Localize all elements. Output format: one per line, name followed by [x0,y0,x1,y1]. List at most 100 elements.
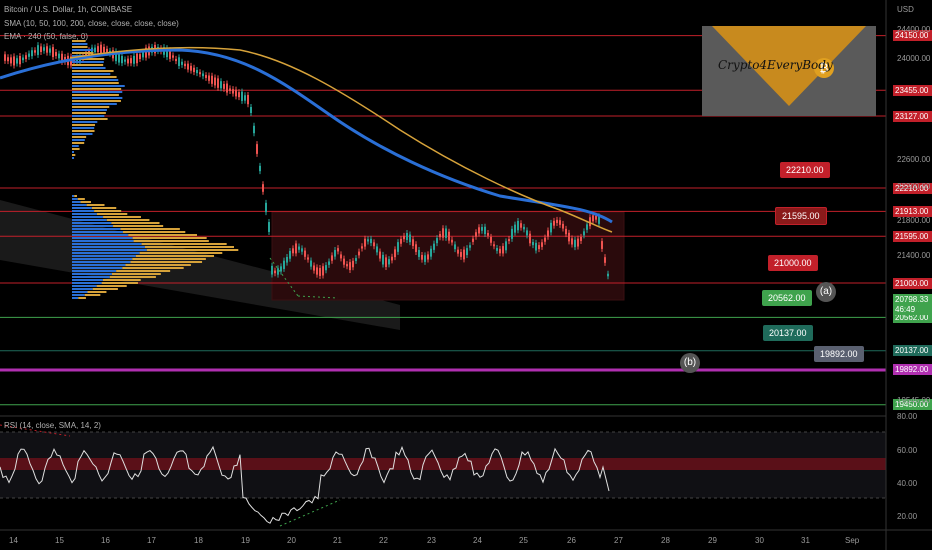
price-callout[interactable]: 22210.00 [780,162,830,178]
volume-profile-bar [72,207,92,209]
volume-profile-bar [103,216,141,218]
volume-profile-bar [72,49,94,51]
volume-profile-bar [72,133,93,135]
volume-profile-bar [72,67,106,69]
divergence-line-rsi [279,499,341,527]
volume-profile-bar [80,201,92,203]
volume-profile-bar [72,100,121,102]
axis-tick: 22200.00 [897,182,931,191]
volume-profile-bar [72,130,95,132]
level-price-label: 21000.00 [893,277,932,289]
volume-profile-bar [94,210,122,212]
time-axis-label: 24 [473,536,482,545]
level-price-label: 20137.00 [893,345,932,357]
volume-profile-bar [116,270,171,272]
price-callout[interactable]: 20137.00 [763,325,813,341]
level-price-label: 19450.00 [893,399,932,411]
volume-profile-bar [130,261,203,263]
time-axis-label: 20 [287,536,296,545]
volume-profile-bar [72,288,93,290]
volume-profile-bar [72,103,117,105]
volume-profile-bar [92,288,118,290]
volume-profile-bar [139,252,223,254]
volume-profile-bar [72,157,75,159]
time-axis-label: 27 [614,536,623,545]
volume-profile-bar [101,282,138,284]
wave-label-b[interactable]: (b) [680,353,700,373]
time-axis-label: 31 [801,536,810,545]
volume-profile-bar [72,154,76,156]
sma-200-line [69,46,613,233]
current-price-label: 20798.33 [893,294,932,305]
volume-profile-bar [72,204,87,206]
volume-profile-bar [72,46,88,48]
volume-profile-bar [72,261,131,263]
volume-profile-bar [72,124,95,126]
time-axis-label: 21 [333,536,342,545]
time-axis-label: Sep [845,536,860,545]
volume-profile-bar [84,294,101,296]
volume-profile-bar [72,88,122,90]
volume-profile-bar [72,240,134,242]
volume-profile-bar [72,70,114,72]
level-price-label: 24150.00 [893,30,932,42]
volume-profile-bar [72,142,85,144]
volume-profile-bar [72,127,95,129]
rsi-red-zone [0,458,886,470]
ema-legend[interactable]: EMA · 240 (50, false, 0) [4,32,89,41]
volume-profile-bar [72,297,79,299]
volume-profile-bar [72,139,85,141]
axis-tick: 24000.00 [897,54,931,63]
time-axis-label: 22 [379,536,388,545]
volume-profile-bar [72,73,111,75]
volume-profile-bar [91,207,117,209]
volume-profile-bar [106,219,150,221]
volume-profile-bar [72,228,121,230]
volume-profile-bar [72,97,123,99]
price-callout[interactable]: 20562.00 [762,290,812,306]
volume-profile-bar [72,216,104,218]
volume-profile-bar [72,249,147,251]
time-axis-label: 18 [194,536,203,545]
rsi-line [0,445,610,524]
volume-profile-bar [86,204,105,206]
volume-profile-bar [72,52,94,54]
currency-label: USD [897,5,914,14]
volume-profile-bar [72,145,79,147]
wave-label-a[interactable]: (a) [816,282,836,302]
volume-profile-bar [102,279,141,281]
sma-legend[interactable]: SMA (10, 50, 100, 200, close, close, clo… [4,19,179,28]
volume-profile-bar [72,270,117,272]
volume-profile-bar [111,222,160,224]
volume-profile-bar [122,267,184,269]
level-price-label: 19892.00 [893,364,932,376]
axis-tick: 21800.00 [897,216,931,225]
volume-profile-bar [132,237,207,239]
bar-countdown: 46:49 [893,304,932,315]
volume-profile-bar [109,276,156,278]
price-callout[interactable]: 19892.00 [814,346,864,362]
time-axis-label: 16 [101,536,110,545]
volume-profile-bar [72,237,133,239]
volume-profile-bar [72,58,105,60]
price-callout[interactable]: 21595.00 [775,207,827,225]
time-axis-label: 23 [427,536,436,545]
volume-profile-bar [72,210,95,212]
rsi-title[interactable]: RSI (14, close, SMA, 14, 2) [4,421,101,430]
price-callout[interactable]: 21000.00 [768,255,818,271]
level-price-label: 21595.00 [893,230,932,242]
volume-profile-bar [72,258,133,260]
volume-profile-bar [72,64,104,66]
ema-240-line [0,48,613,224]
volume-profile-bar [72,198,78,200]
volume-profile-bar [72,76,117,78]
volume-profile-bar [87,291,107,293]
volume-profile-bar [128,234,198,236]
symbol-title[interactable]: Bitcoin / U.S. Dollar, 1h, COINBASE [4,5,133,14]
volume-profile-bar [96,285,127,287]
volume-profile-bar [78,297,86,299]
rsi-trendline [0,424,71,437]
volume-profile-bar [96,213,128,215]
volume-profile-bar [72,106,110,108]
